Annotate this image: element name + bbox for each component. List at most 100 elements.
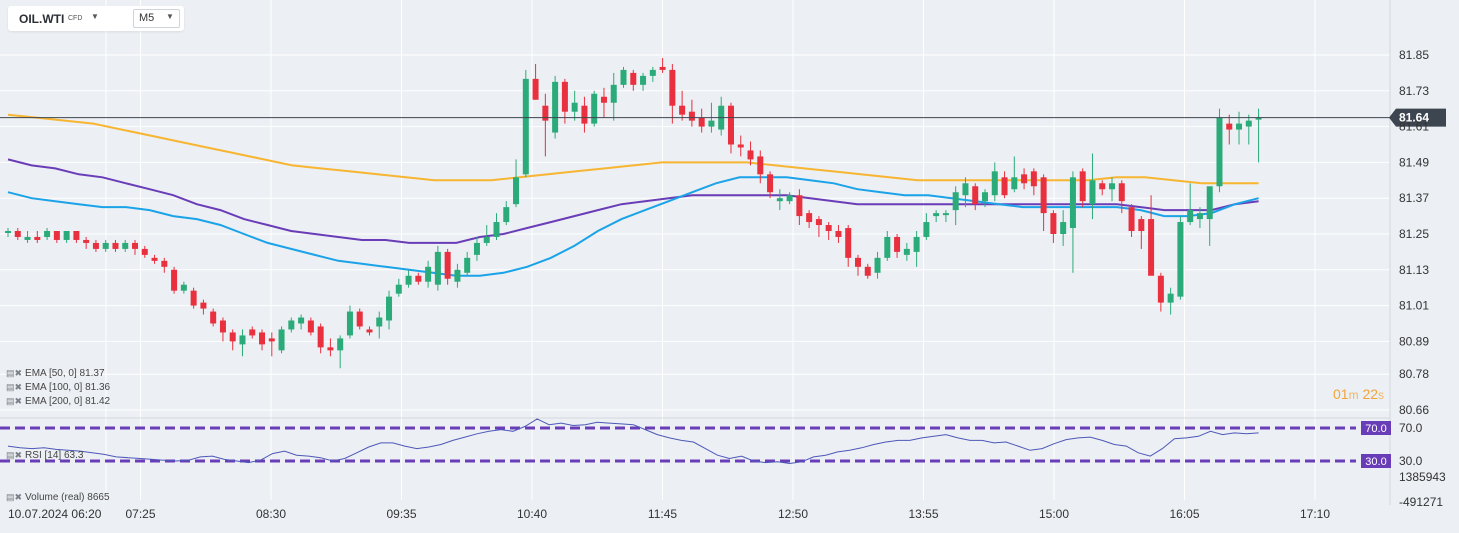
candle-body — [552, 81, 559, 133]
time-tick-label: 12:50 — [778, 507, 808, 521]
candle-body — [806, 213, 813, 223]
candle-body — [1109, 183, 1116, 190]
ema200-line — [7, 113, 1259, 185]
time-tick-label: 17:10 — [1300, 507, 1330, 521]
candle-body — [513, 177, 520, 205]
candle-body — [757, 156, 764, 175]
candle-body — [337, 338, 344, 351]
timeframe-value: M5 — [139, 12, 155, 24]
candle-body — [102, 242, 109, 249]
timeframe-select[interactable]: M5 ▼ — [133, 9, 180, 28]
candle-body — [249, 329, 256, 336]
candle-body — [737, 144, 744, 148]
price-tick-label: 81.37 — [1399, 191, 1429, 205]
candle-body — [454, 269, 461, 282]
candle-body — [190, 290, 197, 306]
price-tick-label: 81.85 — [1399, 48, 1429, 62]
axes: 81.85 81.73 81.61 81.49 81.37 81.25 81.13 81.01… — [8, 48, 1446, 521]
symbol-toolbar: OIL.WTI CFD ▼ M5 ▼ — [8, 6, 184, 31]
candle-body — [679, 105, 686, 115]
candle-body — [591, 93, 598, 124]
candle-body — [53, 231, 60, 240]
time-tick-label: 16:05 — [1169, 507, 1199, 521]
candle-body — [913, 236, 920, 252]
indicator-volume-label: Volume (real) 8665 — [25, 492, 110, 503]
candle-body — [180, 284, 187, 291]
candle-body — [581, 105, 588, 124]
time-tick-label: 08:30 — [256, 507, 286, 521]
rsi-level-tag-text: 30.0 — [1365, 456, 1386, 468]
candle-body — [952, 192, 959, 211]
candle-body — [1099, 183, 1106, 190]
price-tick-label: 80.89 — [1399, 334, 1429, 348]
candle-body — [83, 239, 90, 243]
indicator-ema200-row[interactable]: ▤✖ EMA [200, 0] 81.42 — [6, 396, 110, 407]
candle-body — [1196, 213, 1203, 220]
candle-body — [933, 213, 940, 217]
candle-body — [425, 266, 432, 282]
candle-countdown: 01m 22s — [1333, 386, 1384, 402]
candle-body — [298, 317, 305, 324]
candle-body — [1001, 177, 1008, 196]
candle-body — [132, 242, 139, 249]
time-tick-label: 15:00 — [1039, 507, 1069, 521]
ema50-line — [7, 176, 1259, 277]
candle-body — [688, 111, 695, 121]
candle-body — [278, 329, 285, 351]
candle-body — [1128, 207, 1135, 232]
price-tick-label: 81.61 — [1399, 120, 1429, 134]
indicator-ema100-label: EMA [100, 0] 81.36 — [25, 382, 111, 393]
candle-body — [366, 329, 373, 333]
settings-close-icon[interactable]: ▤✖ — [6, 492, 23, 502]
settings-close-icon[interactable]: ▤✖ — [6, 368, 23, 378]
settings-close-icon[interactable]: ▤✖ — [6, 382, 23, 392]
countdown-minute-unit: m — [1348, 388, 1359, 402]
indicator-volume-row[interactable]: ▤✖ Volume (real) 8665 — [6, 492, 110, 503]
symbol-name[interactable]: OIL.WTI — [19, 12, 65, 26]
candle-body — [1187, 210, 1194, 223]
candle-body — [1089, 180, 1096, 205]
candle-body — [161, 260, 168, 267]
candle-body — [473, 242, 480, 255]
settings-close-icon[interactable]: ▤✖ — [6, 450, 23, 460]
candle-body — [219, 320, 226, 333]
candle-body — [1050, 213, 1057, 234]
countdown-seconds: 22 — [1362, 386, 1379, 402]
time-tick-label: 09:35 — [386, 507, 416, 521]
candle-body — [1167, 293, 1174, 303]
candle-body — [288, 320, 295, 330]
price-tick-label: 81.01 — [1399, 299, 1429, 313]
price-tick-label: 81.13 — [1399, 263, 1429, 277]
candle-body — [44, 231, 51, 237]
indicator-ema50-row[interactable]: ▤✖ EMA [50, 0] 81.37 — [6, 368, 105, 379]
candle-body — [63, 231, 70, 240]
candle-body — [239, 335, 246, 345]
candle-body — [464, 257, 471, 273]
candle-body — [376, 317, 383, 327]
indicator-rsi-row[interactable]: ▤✖ RSI [14] 63.3 — [6, 450, 83, 461]
candle-body — [982, 192, 988, 202]
instrument-type: CFD — [68, 15, 83, 22]
candle-body — [659, 66, 666, 70]
symbol-dropdown-icon[interactable]: ▼ — [91, 12, 99, 21]
candle-body — [1255, 117, 1262, 120]
candle-body — [434, 251, 441, 285]
candle-body — [1030, 171, 1037, 187]
rsi-level-tag — [1361, 454, 1391, 468]
candle-body — [776, 198, 783, 202]
indicator-rsi-label: RSI [14] 63.3 — [25, 450, 84, 461]
price-tick-label: 81.25 — [1399, 227, 1429, 241]
candle-body — [14, 231, 21, 237]
indicator-ema100-row[interactable]: ▤✖ EMA [100, 0] 81.36 — [6, 382, 110, 393]
candle-body — [1069, 177, 1076, 229]
settings-close-icon[interactable]: ▤✖ — [6, 396, 23, 406]
grid — [0, 0, 1391, 505]
candle-body — [112, 242, 119, 249]
candle-body — [73, 231, 80, 240]
candle-body — [493, 222, 500, 237]
candle-body — [620, 69, 627, 85]
candle-body — [34, 236, 41, 240]
candle-body — [483, 236, 490, 243]
candle-body — [151, 257, 158, 261]
